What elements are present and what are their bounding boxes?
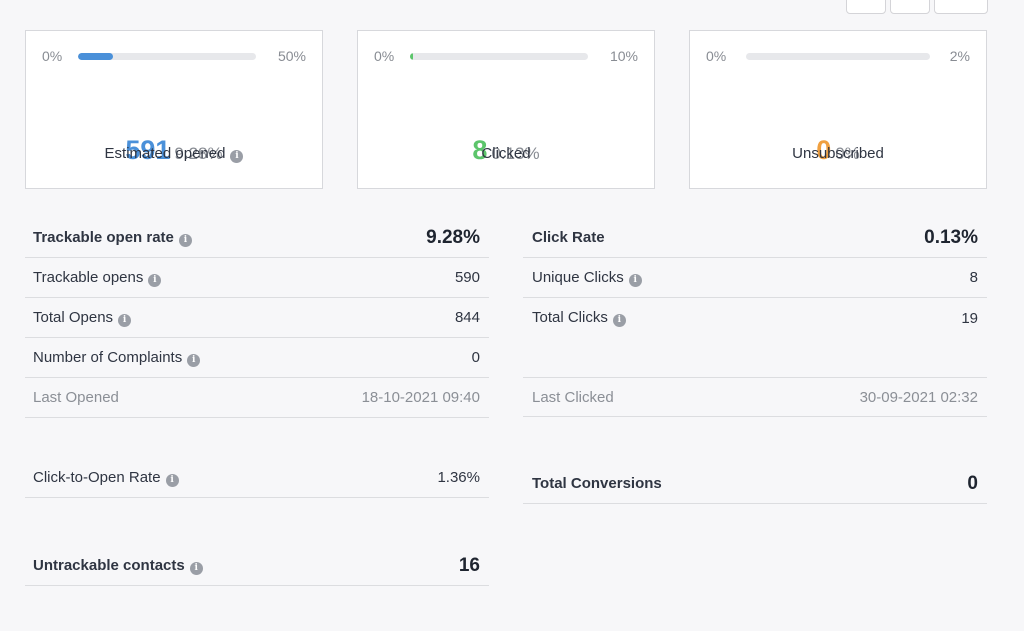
progress-row: 0% 2% <box>706 47 970 65</box>
progress-min-label: 0% <box>42 48 63 64</box>
clicked-card: 0% 10% 8 0.13% Clicked <box>357 30 655 189</box>
metric-value: 590 <box>454 269 480 286</box>
progress-row: 0% 50% <box>42 47 306 65</box>
metric-value: 19 <box>961 309 978 327</box>
metric-label: Number of Complaints i <box>33 348 201 367</box>
progress-track <box>78 53 256 60</box>
progress-track <box>410 53 588 60</box>
card-label-text: Unsubscribed <box>792 145 884 162</box>
info-icon[interactable]: i <box>178 233 192 247</box>
metric-value: 9.28% <box>426 226 480 248</box>
trackable-opens-row: Trackable opens i 590 <box>25 258 489 298</box>
metric-value: 8 <box>969 269 978 286</box>
info-icon[interactable]: i <box>628 273 642 287</box>
progress-row: 0% 10% <box>374 47 638 65</box>
metric-value: 18-10-2021 09:40 <box>361 389 480 406</box>
card-label: Estimated opened i <box>26 145 322 163</box>
info-icon[interactable]: i <box>118 313 132 327</box>
metric-label-text: Number of Complaints <box>33 348 183 366</box>
unique-clicks-row: Unique Clicks i 8 <box>523 258 987 298</box>
progress-fill <box>78 53 114 60</box>
progress-max-label: 50% <box>277 48 306 64</box>
progress-max-label: 2% <box>949 48 970 64</box>
metric-label-text: Untrackable contacts <box>33 556 185 574</box>
top-toolbar <box>0 0 1024 14</box>
metric-value: 844 <box>454 309 480 326</box>
metric-label: Click-to-Open Rate i <box>33 469 179 487</box>
metric-label-text: Unique Clicks <box>532 268 624 286</box>
metric-label: Click Rate <box>532 229 605 246</box>
metric-value: 16 <box>458 554 480 576</box>
untrackable-contacts-row: Untrackable contacts i 16 <box>25 546 489 586</box>
unsubscribed-card: 0% 2% 0 0% Unsubscribed <box>689 30 987 189</box>
progress-track <box>746 53 930 60</box>
metric-label-text: Trackable open rate <box>33 228 174 246</box>
metric-value: 0.13% <box>924 226 978 248</box>
toolbar-button-3[interactable] <box>934 0 988 14</box>
metric-label: Trackable opens i <box>33 268 162 287</box>
metric-label: Unique Clicks i <box>532 269 642 287</box>
complaints-row: Number of Complaints i 0 <box>25 338 489 378</box>
value-row: 591 9.28% <box>26 135 322 166</box>
progress-fill <box>410 53 413 60</box>
progress-max-label: 10% <box>609 48 638 64</box>
toolbar-button-2[interactable] <box>890 0 930 14</box>
info-icon[interactable]: i <box>189 561 203 575</box>
click-rate-row: Click Rate 0.13% <box>523 218 987 258</box>
metric-label: Untrackable contacts i <box>33 557 203 575</box>
click-to-open-rate-row: Click-to-Open Rate i 1.36% <box>25 458 489 498</box>
estimated-opened-card: 0% 50% 591 9.28% Estimated opened i <box>25 30 323 189</box>
metric-label-text: Trackable opens <box>33 268 144 286</box>
metric-label: Total Clicks i <box>532 309 626 327</box>
percent-value: 0% <box>835 144 860 163</box>
total-opens-row: Total Opens i 844 <box>25 298 489 338</box>
card-label-text: Clicked <box>481 145 531 162</box>
big-value: 8 <box>472 135 488 165</box>
metric-label: Last Clicked <box>532 388 614 406</box>
card-label: Clicked <box>358 145 654 162</box>
percent-value: 0.13% <box>491 144 540 163</box>
info-icon[interactable]: i <box>187 353 201 367</box>
total-clicks-row: Total Clicks i 19 <box>523 298 987 338</box>
metric-value: 0 <box>967 472 978 494</box>
metric-label: Trackable open rate i <box>33 229 192 247</box>
metric-value: 30-09-2021 02:32 <box>859 388 978 406</box>
percent-value: 9.28% <box>174 144 223 163</box>
big-value: 591 <box>125 135 171 165</box>
metric-label-text: Total Opens <box>33 308 114 326</box>
value-row: 8 0.13% <box>358 135 654 166</box>
big-value: 0 <box>816 135 832 165</box>
metric-label: Total Opens i <box>33 308 132 327</box>
metric-value: 1.36% <box>437 469 480 486</box>
metric-value: 0 <box>471 349 480 366</box>
card-label: Unsubscribed <box>690 145 986 162</box>
info-icon[interactable]: i <box>165 473 179 487</box>
info-icon[interactable]: i <box>148 273 162 287</box>
progress-min-label: 0% <box>706 48 727 64</box>
card-label-text: Estimated opened <box>104 145 226 162</box>
progress-min-label: 0% <box>374 48 395 64</box>
metric-label: Total Conversions <box>532 475 662 492</box>
info-icon[interactable]: i <box>612 314 626 327</box>
info-icon[interactable]: i <box>230 150 244 163</box>
total-conversions-row: Total Conversions 0 <box>523 464 987 504</box>
metric-label: Last Opened <box>33 389 119 406</box>
trackable-open-rate-row: Trackable open rate i 9.28% <box>25 218 489 258</box>
metric-label-text: Total Clicks <box>532 309 608 326</box>
metric-label-text: Click-to-Open Rate <box>33 468 161 486</box>
toolbar-button-1[interactable] <box>846 0 886 14</box>
last-opened-row: Last Opened 18-10-2021 09:40 <box>25 378 489 418</box>
last-clicked-row: Last Clicked 30-09-2021 02:32 <box>523 377 987 417</box>
value-row: 0 0% <box>690 135 986 166</box>
